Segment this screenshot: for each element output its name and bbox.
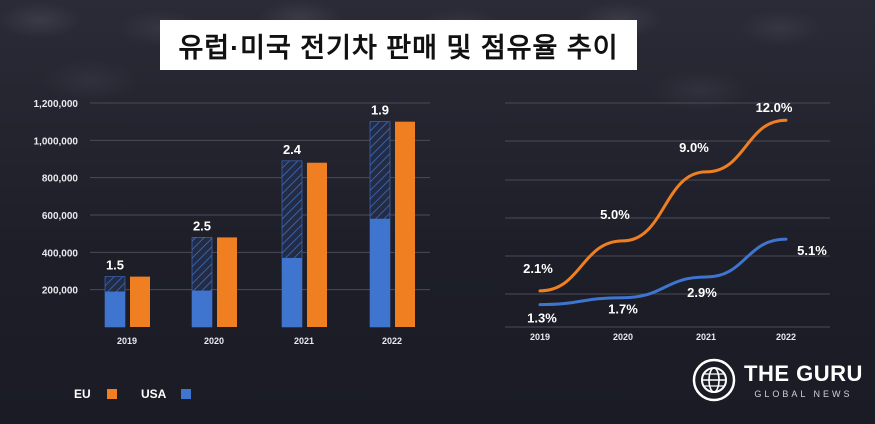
x-tick-label: 2022 (382, 336, 402, 346)
y-tick-label: 600,000 (42, 211, 79, 222)
ratio-label: 1.9 (371, 103, 389, 118)
usa-data-label: 1.3% (527, 311, 557, 326)
ratio-label: 2.5 (193, 218, 211, 233)
usa-bar (282, 257, 302, 327)
x-tick-label: 2021 (696, 332, 716, 342)
eu-bar (130, 276, 150, 327)
legend: EU USA (74, 387, 191, 401)
x-tick-label: 2020 (613, 332, 633, 342)
y-tick-label: 1,200,000 (34, 99, 79, 110)
legend-eu-label: EU (74, 387, 91, 401)
bar-chart: 200,000 400,000 600,000 800,000 1,000,000 1,2… (34, 99, 430, 346)
usa-bar (370, 218, 390, 327)
y-tick-label: 400,000 (42, 248, 79, 259)
eu-share-line (538, 118, 788, 293)
usa-bar (192, 290, 212, 327)
eu-bar (395, 121, 415, 328)
ratio-label: 1.5 (106, 258, 124, 273)
usa-data-label: 5.1% (797, 243, 827, 258)
y-tick-label: 200,000 (42, 286, 79, 297)
legend-usa-label: USA (141, 387, 167, 401)
eu-data-label: 9.0% (679, 140, 709, 155)
line-chart: 2.1% 5.0% 9.0% 12.0% 1.3% 1.7% 2.9% 5.1% 2019 202… (505, 100, 830, 342)
eu-bar (307, 162, 327, 327)
ratio-label: 2.4 (283, 142, 302, 157)
logo-main-text: THE GURU (744, 361, 863, 386)
y-tick-label: 1,000,000 (34, 136, 79, 147)
x-tick-label: 2021 (294, 336, 314, 346)
y-tick-label: 800,000 (42, 174, 79, 185)
logo-sub-text: GLOBAL NEWS (754, 389, 853, 399)
eu-data-label: 5.0% (600, 207, 630, 222)
x-tick-label: 2020 (204, 336, 224, 346)
eu-bar (217, 237, 237, 327)
chart-title: 유럽·미국 전기차 판매 및 점유율 추이 (178, 32, 619, 63)
legend-eu-swatch (107, 389, 117, 399)
usa-share-line (538, 237, 788, 307)
brand-logo[interactable]: THE GURU GLOBAL NEWS (692, 358, 863, 402)
x-tick-label: 2022 (776, 332, 796, 342)
x-tick-label: 2019 (117, 336, 137, 346)
title-banner: 유럽·미국 전기차 판매 및 점유율 추이 (160, 20, 637, 70)
globe-icon (692, 358, 736, 402)
usa-bar (105, 291, 125, 327)
eu-data-label: 12.0% (756, 100, 793, 115)
legend-usa-swatch (181, 389, 191, 399)
usa-data-label: 1.7% (608, 302, 638, 317)
usa-data-label: 2.9% (687, 285, 717, 300)
eu-data-label: 2.1% (523, 261, 553, 276)
x-tick-label: 2019 (530, 332, 550, 342)
